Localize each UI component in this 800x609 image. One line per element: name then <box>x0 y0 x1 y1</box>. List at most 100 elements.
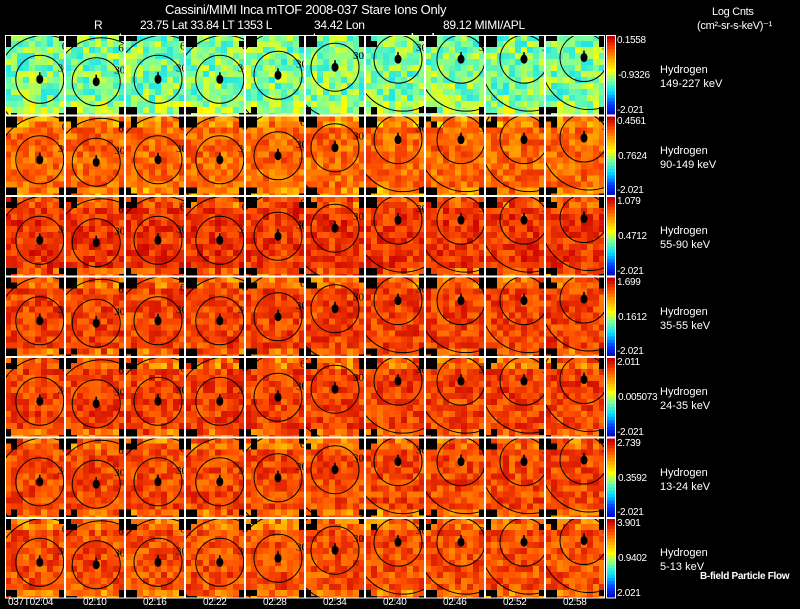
colorbar-min-label: -2.021 <box>617 507 644 518</box>
contour-30 <box>310 203 360 253</box>
contour-label-30: 30 <box>58 545 70 557</box>
contour-label-60: 60 <box>242 201 254 213</box>
colorbar-mid-label: 0.3592 <box>618 472 647 484</box>
contour-30 <box>310 525 360 575</box>
contour-label-30: 30 <box>114 226 126 238</box>
contour-label-60: 60 <box>180 443 192 455</box>
saturn-marker <box>520 135 528 145</box>
channel-species-label: Hydrogen <box>660 466 708 479</box>
contour-label-30: 30 <box>353 131 365 143</box>
saturn-marker <box>92 479 100 489</box>
contour-label-30: 30 <box>479 203 491 215</box>
contour-label-60: 60 <box>357 431 369 443</box>
plot-title: Cassini/MIMI Inca mTOF 2008-037 Stare Io… <box>165 2 447 17</box>
colorbar-mid-label: 0.005073 <box>618 392 658 404</box>
time-label: 02:46 <box>443 597 467 608</box>
contour-30 <box>253 453 303 503</box>
saturn-marker <box>216 557 224 567</box>
image-panel-r0-c8: 30 60 <box>485 35 545 116</box>
saturn-marker <box>580 294 588 304</box>
contour-label-30: 30 <box>479 123 491 135</box>
channel-species-label: Hydrogen <box>660 225 708 238</box>
time-label: 02:52 <box>503 597 527 608</box>
contour-label-60: 60 <box>300 117 312 129</box>
contour-30 <box>15 215 64 265</box>
contour-label-30: 30 <box>58 143 70 155</box>
colorbar-max-label: 2.011 <box>617 357 640 368</box>
saturn-marker <box>394 376 402 386</box>
saturn-marker <box>36 396 44 406</box>
saturn-marker <box>216 316 224 326</box>
contour-30 <box>71 379 121 429</box>
contour-label-60: 60 <box>62 40 74 52</box>
contour-60 <box>546 519 604 594</box>
contour-30 <box>253 131 303 181</box>
image-panel-r1-c5: 30 60 <box>305 115 365 196</box>
saturn-marker <box>457 215 465 225</box>
contour-60 <box>486 36 544 112</box>
contour-30 <box>436 358 484 406</box>
contour-30 <box>436 519 484 567</box>
image-panel-r6-c0: 30 60 <box>5 518 70 599</box>
saturn-marker <box>520 296 528 306</box>
saturn-marker <box>154 155 162 165</box>
saturn-marker <box>394 215 402 225</box>
contour-label-30: 30 <box>296 541 308 553</box>
contour-30 <box>373 438 423 487</box>
colorbar-max-label: 1.699 <box>617 276 641 288</box>
contour-60 <box>426 197 484 273</box>
contour-label-30: 30 <box>58 304 70 316</box>
channel-species-label: Hydrogen <box>660 547 708 560</box>
contour-60 <box>426 36 484 112</box>
channel-energy-label: 24-35 keV <box>660 400 711 413</box>
contour-label-60: 60 <box>357 350 369 362</box>
saturn-marker <box>520 537 528 547</box>
contour-30 <box>559 277 604 324</box>
contour-30 <box>373 358 423 406</box>
contour-label-30: 30 <box>353 292 365 304</box>
saturn-marker <box>580 53 588 63</box>
saturn-marker <box>520 457 528 467</box>
contour-30 <box>133 296 183 346</box>
image-panel-r0-c6: 30 60 <box>365 35 425 116</box>
image-panel-r0-c4: 30 60 <box>245 35 305 116</box>
saturn-marker <box>36 477 44 487</box>
contour-60 <box>486 197 544 273</box>
image-panel-r3-c1: 30 60 <box>65 276 126 357</box>
saturn-marker <box>580 375 588 385</box>
image-panel-r2-c3: 30 60 <box>185 196 254 277</box>
saturn-marker <box>154 235 162 245</box>
contour-label-30: 30 <box>602 202 614 214</box>
saturn-marker <box>520 54 528 64</box>
contour-60 <box>486 358 544 434</box>
contour-60 <box>546 438 604 513</box>
saturn-marker <box>580 214 588 224</box>
image-panel-r0-c5: 30 60 <box>305 35 365 116</box>
contour-30 <box>436 116 484 165</box>
contour-30 <box>253 372 303 422</box>
colorbar-max-label: 0.4561 <box>617 115 646 127</box>
colorbar-max-label: 1.079 <box>617 196 641 207</box>
contour-60 <box>426 116 484 193</box>
contour-label-30: 30 <box>416 445 428 457</box>
contour-30 <box>499 197 544 245</box>
saturn-marker <box>216 74 224 84</box>
channel-energy-label: 55-90 keV <box>660 239 711 252</box>
contour-label-30: 30 <box>176 304 188 316</box>
contour-label-30: 30 <box>114 306 126 318</box>
contour-label-30: 30 <box>296 380 308 392</box>
contour-30 <box>373 277 423 326</box>
contour-30 <box>373 519 423 567</box>
contour-label-30: 30 <box>479 42 491 54</box>
contour-60 <box>66 359 124 376</box>
saturn-marker <box>274 312 282 322</box>
contour-30 <box>310 364 360 414</box>
image-panel-r5-c0: 30 60 <box>5 437 65 518</box>
contour-label-60: 60 <box>300 278 312 290</box>
